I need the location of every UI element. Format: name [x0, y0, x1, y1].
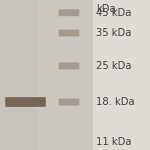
FancyBboxPatch shape — [5, 97, 46, 107]
Text: 18. kDa: 18. kDa — [96, 97, 135, 107]
FancyBboxPatch shape — [38, 0, 93, 150]
Text: kDa: kDa — [96, 4, 116, 15]
Text: 35 kDa: 35 kDa — [96, 28, 131, 38]
Text: 45 kDa: 45 kDa — [96, 8, 131, 18]
Text: 25 kDa: 25 kDa — [96, 61, 132, 71]
FancyBboxPatch shape — [0, 0, 93, 150]
Text: 11 kDa: 11 kDa — [96, 137, 132, 147]
FancyBboxPatch shape — [59, 30, 79, 36]
FancyBboxPatch shape — [59, 9, 79, 16]
FancyBboxPatch shape — [59, 63, 79, 69]
FancyBboxPatch shape — [59, 99, 79, 105]
